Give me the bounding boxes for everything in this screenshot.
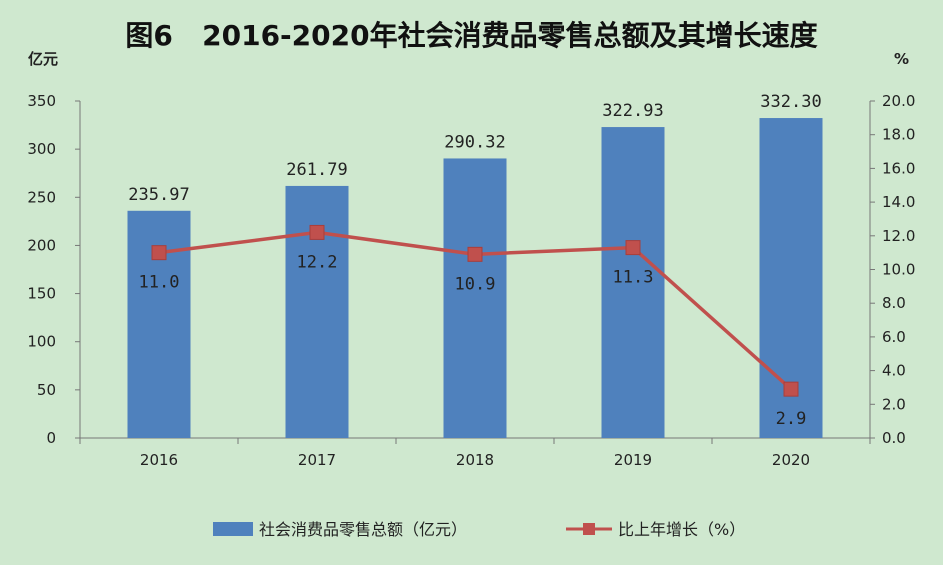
line-value-label: 12.2	[297, 252, 338, 272]
bar	[285, 185, 349, 438]
left-tick-label: 100	[27, 333, 56, 351]
bar	[601, 127, 665, 438]
line-value-label: 10.9	[455, 274, 496, 294]
right-tick-label: 2.0	[882, 395, 906, 413]
left-tick-label: 50	[37, 381, 56, 399]
bar-value-label: 322.93	[602, 101, 663, 121]
right-tick-label: 4.0	[882, 362, 906, 380]
x-tick-label: 2018	[456, 451, 494, 469]
legend-line-label: 比上年增长（%）	[618, 520, 745, 539]
left-tick-label: 200	[27, 236, 56, 254]
right-tick-label: 14.0	[882, 193, 915, 211]
bar-value-label: 332.30	[760, 92, 821, 112]
line-value-label: 11.3	[613, 268, 654, 288]
line-value-label: 11.0	[139, 273, 180, 293]
right-tick-label: 20.0	[882, 92, 915, 110]
left-tick-label: 250	[27, 188, 56, 206]
line-point	[783, 381, 799, 397]
axes: 0 50 100 150 200 250 300 350 0.0 2.0 4.0 6.0 8.0 10.0…	[27, 92, 915, 469]
left-axis-unit: 亿元	[28, 50, 58, 68]
right-tick-label: 16.0	[882, 159, 915, 177]
left-tick-label: 300	[27, 140, 56, 158]
data-labels: 235.97 261.79 290.32 322.93 332.30 11.0 12.2 10…	[128, 92, 821, 429]
right-tick-label: 18.0	[882, 126, 915, 144]
right-tick-label: 6.0	[882, 328, 906, 346]
line-point	[309, 224, 325, 240]
x-tick-label: 2017	[298, 451, 336, 469]
bar-value-label: 235.97	[128, 185, 189, 205]
x-tick-label: 2016	[140, 451, 178, 469]
chart-title: 图6 2016-2020年社会消费品零售总额及其增长速度	[125, 19, 818, 52]
line-value-label: 2.9	[776, 409, 807, 429]
legend-bar-label: 社会消费品零售总额（亿元）	[259, 520, 467, 539]
right-tick-label: 8.0	[882, 294, 906, 312]
bar-value-label: 290.32	[444, 132, 505, 152]
legend-line-marker	[583, 523, 595, 535]
right-tick-label: 12.0	[882, 227, 915, 245]
line-point	[625, 240, 641, 256]
bar	[443, 158, 507, 438]
line-point	[151, 245, 167, 261]
line-point	[467, 246, 483, 262]
right-tick-label: 0.0	[882, 429, 906, 447]
bar	[127, 210, 191, 438]
right-axis-unit: %	[894, 50, 909, 68]
line-series	[151, 224, 799, 397]
right-tick-label: 10.0	[882, 261, 915, 279]
legend-bar-swatch	[213, 522, 253, 536]
x-tick-label: 2019	[614, 451, 652, 469]
left-tick-label: 150	[27, 285, 56, 303]
bar-value-label: 261.79	[286, 160, 347, 180]
x-tick-label: 2020	[772, 451, 810, 469]
left-tick-label: 350	[27, 92, 56, 110]
legend: 社会消费品零售总额（亿元） 比上年增长（%）	[213, 520, 745, 539]
left-tick-label: 0	[46, 429, 56, 447]
